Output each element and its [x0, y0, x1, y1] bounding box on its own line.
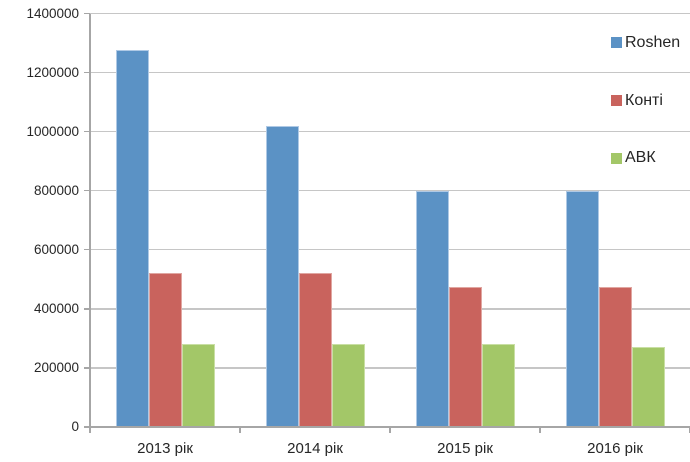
y-axis-tick [84, 12, 90, 15]
bar [565, 190, 599, 427]
x-axis-tick [89, 427, 91, 433]
gridline [90, 71, 690, 74]
y-axis-label: 0 [71, 419, 79, 434]
gridline [90, 12, 690, 15]
y-axis-tick [84, 367, 90, 369]
x-axis-line [84, 426, 690, 428]
bar [415, 190, 449, 427]
y-axis-label: 200000 [33, 359, 79, 375]
x-axis-tick [239, 427, 241, 433]
gridline [90, 190, 690, 192]
legend-swatch [611, 152, 622, 164]
gridline [90, 130, 690, 133]
gridline [90, 367, 690, 369]
bar [298, 273, 332, 427]
legend-label: АВК [625, 149, 656, 166]
y-axis-label: 1200000 [26, 64, 79, 80]
legend-swatch [611, 95, 622, 106]
x-axis-tick [389, 427, 391, 433]
bar [448, 286, 482, 427]
x-axis-label: 2016 рік [587, 440, 643, 457]
x-axis-tick [539, 427, 541, 433]
legend-item: Конті [611, 91, 663, 109]
gridline [90, 249, 690, 251]
bar [481, 344, 515, 427]
y-axis-label: 600000 [33, 241, 79, 257]
bar [265, 125, 299, 427]
bar [148, 273, 182, 427]
y-axis-line [89, 13, 91, 427]
bar [181, 344, 215, 427]
legend-label: Конті [625, 91, 663, 109]
legend-item: АВК [611, 149, 656, 166]
y-axis-label: 1400000 [26, 5, 79, 21]
legend-label: Roshen [625, 33, 681, 51]
y-axis-tick [84, 308, 90, 310]
legend-swatch [611, 37, 622, 48]
x-axis-label: 2015 рік [437, 440, 493, 457]
bar [331, 344, 365, 427]
gridline [90, 308, 690, 310]
y-axis-tick [84, 71, 90, 74]
y-axis-tick [84, 130, 90, 133]
y-axis-label: 800000 [33, 182, 79, 198]
y-axis-tick [84, 190, 90, 192]
y-axis-label: 400000 [33, 300, 79, 316]
y-axis-label: 1000000 [26, 123, 79, 139]
bar [115, 50, 149, 427]
x-axis-label: 2013 рік [137, 440, 193, 457]
bar [631, 347, 665, 427]
y-axis-tick [84, 249, 90, 251]
x-axis-label: 2014 рік [287, 440, 343, 457]
bar [598, 286, 632, 427]
legend-item: Roshen [611, 33, 681, 51]
